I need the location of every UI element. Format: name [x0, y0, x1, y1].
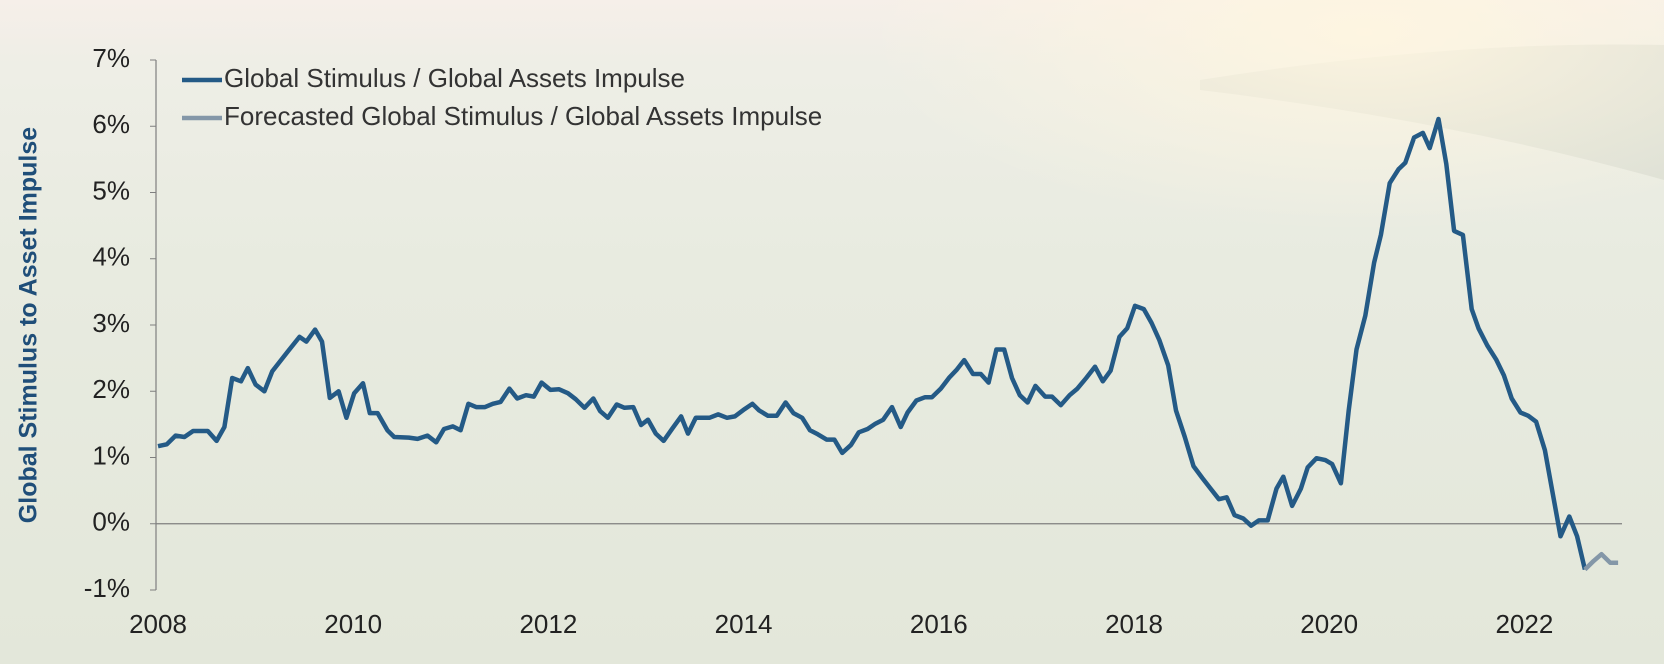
y-tick-label: 2%	[92, 374, 130, 404]
y-tick-label: -1%	[84, 573, 130, 603]
y-tick-label: 4%	[92, 242, 130, 272]
x-tick-label: 2016	[910, 609, 968, 639]
legend-label: Forecasted Global Stimulus / Global Asse…	[224, 101, 822, 131]
plot-area: -1% 0% 1% 2% 3% 4% 5% 6% 7% 2008 2010 2012 2014 2016 2…	[84, 43, 1622, 639]
series-line	[157, 116, 1588, 571]
y-tick-label: 6%	[92, 109, 130, 139]
y-tick-label: 5%	[92, 175, 130, 205]
y-tick-label: 3%	[92, 308, 130, 338]
legend-label: Global Stimulus / Global Assets Impulse	[224, 63, 685, 93]
x-tick-label: 2020	[1300, 609, 1358, 639]
x-tick-label: 2018	[1105, 609, 1163, 639]
series-line	[1583, 551, 1619, 572]
y-tick-label: 0%	[92, 507, 130, 537]
y-tick-label: 7%	[92, 43, 130, 73]
x-tick-label: 2012	[519, 609, 577, 639]
y-tick-label: 1%	[92, 440, 130, 470]
y-axis-title: Global Stimulus to Asset Impulse	[15, 127, 43, 523]
x-tick-label: 2008	[129, 609, 187, 639]
x-tick-label: 2014	[715, 609, 773, 639]
x-tick-label: 2010	[324, 609, 382, 639]
x-tick-label: 2022	[1495, 609, 1553, 639]
